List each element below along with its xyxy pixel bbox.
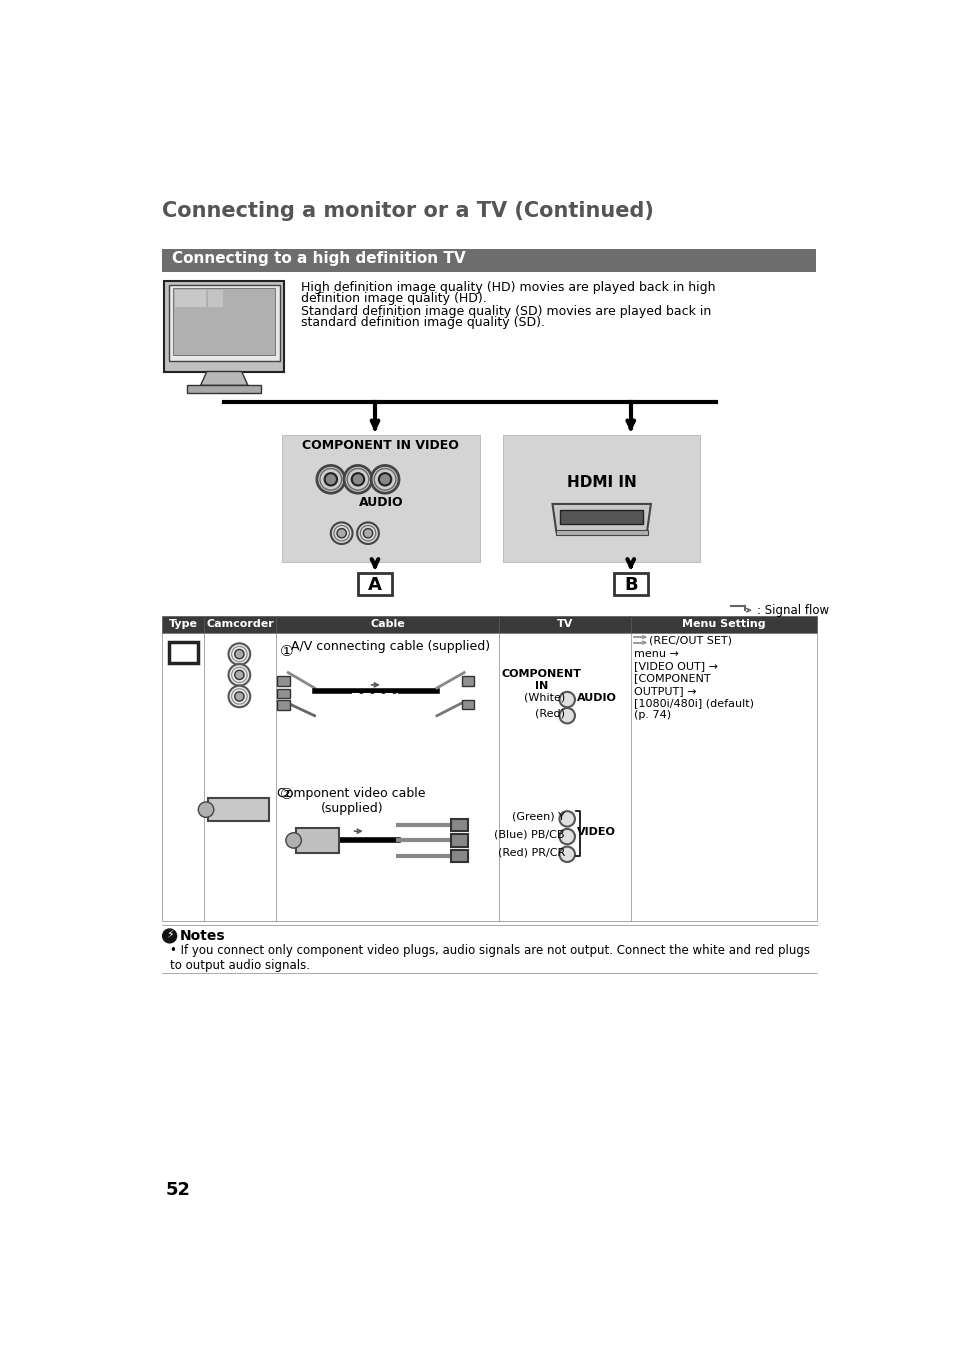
Text: Notes: Notes	[179, 930, 225, 943]
Text: A/V connecting cable (supplied): A/V connecting cable (supplied)	[291, 641, 490, 653]
Circle shape	[316, 465, 344, 493]
Text: ①: ①	[279, 645, 294, 660]
Bar	[559, 510, 642, 524]
Text: menu →: menu →	[633, 649, 678, 658]
Text: A: A	[175, 643, 191, 662]
Bar	[451, 835, 468, 847]
Circle shape	[331, 522, 353, 544]
Text: VIDEO: VIDEO	[577, 826, 616, 836]
Text: ⚡: ⚡	[166, 930, 173, 940]
Bar	[187, 385, 261, 394]
Circle shape	[229, 664, 250, 685]
Text: B: B	[623, 575, 637, 593]
Bar	[162, 250, 815, 273]
Bar	[169, 642, 198, 664]
Text: Camcorder: Camcorder	[206, 619, 274, 628]
Circle shape	[558, 692, 575, 707]
Bar	[461, 676, 474, 685]
Bar	[630, 616, 816, 632]
Circle shape	[558, 811, 575, 826]
Bar	[277, 689, 290, 697]
Circle shape	[363, 529, 373, 537]
Text: [VIDEO OUT] →: [VIDEO OUT] →	[633, 661, 717, 670]
Text: Menu Setting: Menu Setting	[681, 619, 764, 628]
Text: AUDIO: AUDIO	[576, 692, 616, 703]
Circle shape	[229, 685, 250, 707]
Circle shape	[378, 474, 391, 486]
Text: Connecting a monitor or a TV (Continued): Connecting a monitor or a TV (Continued)	[162, 201, 653, 221]
Text: OUTPUT] →: OUTPUT] →	[633, 685, 696, 696]
Bar	[502, 434, 700, 562]
Circle shape	[162, 930, 176, 943]
Text: HDMI IN: HDMI IN	[567, 475, 637, 490]
Text: Standard definition image quality (SD) movies are played back in: Standard definition image quality (SD) m…	[301, 304, 711, 318]
Circle shape	[344, 465, 372, 493]
Polygon shape	[552, 503, 650, 532]
Text: (p. 74): (p. 74)	[633, 710, 670, 721]
Text: AUDIO: AUDIO	[358, 497, 403, 509]
Bar	[461, 699, 474, 708]
Text: (Blue) PB/CB: (Blue) PB/CB	[494, 829, 564, 840]
Bar	[451, 849, 468, 862]
Bar	[162, 632, 816, 921]
Text: (Red): (Red)	[535, 708, 564, 718]
Circle shape	[198, 802, 213, 817]
Text: A: A	[368, 575, 381, 593]
Circle shape	[234, 692, 244, 702]
Bar	[173, 288, 274, 354]
Text: Component video cable
(supplied): Component video cable (supplied)	[277, 787, 426, 814]
Circle shape	[558, 847, 575, 862]
Text: ②: ②	[279, 787, 294, 802]
Bar	[164, 281, 284, 372]
Text: TV: TV	[557, 619, 573, 628]
Circle shape	[371, 465, 398, 493]
Text: (REC/OUT SET): (REC/OUT SET)	[649, 635, 732, 646]
Bar	[451, 818, 468, 832]
Circle shape	[234, 670, 244, 680]
Bar	[555, 531, 647, 535]
Circle shape	[324, 474, 336, 486]
Circle shape	[558, 708, 575, 723]
Text: [1080i/480i] (default): [1080i/480i] (default)	[633, 697, 753, 708]
Bar	[162, 616, 204, 632]
Text: (Green) Y: (Green) Y	[512, 811, 564, 822]
Bar	[277, 700, 290, 710]
Bar	[295, 828, 338, 852]
Text: definition image quality (HD).: definition image quality (HD).	[301, 292, 487, 305]
Circle shape	[558, 829, 575, 844]
Text: COMPONENT IN VIDEO: COMPONENT IN VIDEO	[302, 440, 458, 452]
Text: Connecting to a high definition TV: Connecting to a high definition TV	[172, 251, 465, 266]
Text: 52: 52	[166, 1181, 191, 1198]
Text: Cable: Cable	[370, 619, 404, 628]
Circle shape	[356, 522, 378, 544]
Circle shape	[229, 643, 250, 665]
Text: [COMPONENT: [COMPONENT	[633, 673, 710, 684]
Text: High definition image quality (HD) movies are played back in high: High definition image quality (HD) movie…	[301, 281, 715, 293]
Bar	[174, 290, 206, 307]
Text: COMPONENT
IN: COMPONENT IN	[501, 669, 581, 691]
Text: (Red) PR/CR: (Red) PR/CR	[497, 847, 564, 858]
Circle shape	[352, 474, 364, 486]
Bar	[275, 616, 498, 632]
Text: standard definition image quality (SD).: standard definition image quality (SD).	[301, 316, 545, 328]
Bar	[208, 290, 223, 307]
Bar	[498, 616, 630, 632]
Bar	[613, 573, 647, 594]
Text: • If you connect only component video plugs, audio signals are not output. Conne: • If you connect only component video pl…	[170, 943, 809, 972]
Bar	[357, 573, 392, 594]
Circle shape	[286, 833, 301, 848]
Text: : Signal flow: : Signal flow	[757, 604, 828, 617]
Text: (White): (White)	[523, 692, 564, 703]
Circle shape	[234, 650, 244, 658]
Bar	[277, 676, 290, 685]
Circle shape	[336, 529, 346, 537]
Polygon shape	[200, 372, 248, 385]
Bar	[169, 285, 279, 361]
Bar	[204, 616, 275, 632]
Text: Type: Type	[169, 619, 197, 628]
Bar	[208, 798, 269, 821]
Bar	[282, 434, 479, 562]
